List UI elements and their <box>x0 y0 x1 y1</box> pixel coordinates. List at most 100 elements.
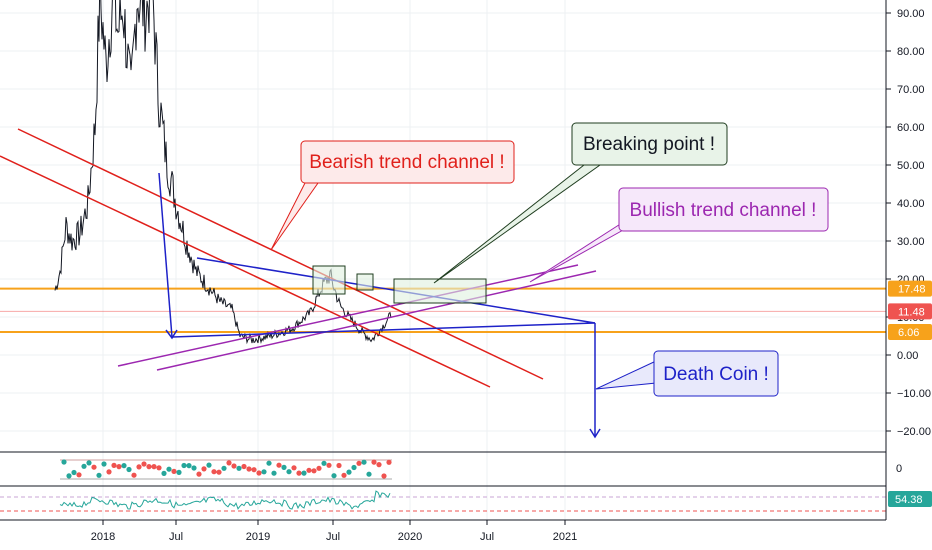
indicator-1-dots <box>61 459 392 479</box>
callout-bearish: Bearish trend channel ! <box>270 140 515 251</box>
indicator-dot-down <box>381 473 387 479</box>
price-tag <box>888 303 932 320</box>
price-tick-label: −20.00 <box>897 426 931 438</box>
callout-breaking: Breaking point ! <box>433 122 728 284</box>
callout-bullish-text: Bullish trend channel ! <box>630 200 817 221</box>
zone-box-2 <box>356 273 374 291</box>
price-tag-label: 11.48 <box>898 306 925 318</box>
indicator-dot-down <box>371 459 377 465</box>
indicator-dot-up <box>161 470 167 476</box>
indicator-dot-down <box>111 462 117 468</box>
indicator-dot-down <box>91 464 97 470</box>
callout-bullish-box <box>618 187 829 232</box>
indicator-dot-up <box>266 460 272 466</box>
indicator-dot-up <box>181 462 187 469</box>
wedge-lower <box>171 322 596 338</box>
price-tick-label: −10.00 <box>897 388 931 400</box>
indicator-dot-up <box>346 469 352 475</box>
indicator-dot-down <box>216 469 222 475</box>
time-axis: 2018 Jul 2019 Jul 2020 Jul 2021 <box>91 520 577 543</box>
indicator-dot-up <box>221 465 227 471</box>
indicator-dot-down <box>131 472 137 478</box>
indicator-2-line <box>59 490 391 510</box>
zone-box-1 <box>312 265 346 295</box>
indicator-dot-down <box>196 471 202 477</box>
price-tick-label: 50.00 <box>897 160 925 172</box>
time-tick-label: Jul <box>326 531 340 543</box>
callout-death-tail <box>595 360 657 390</box>
time-tick-label: 2018 <box>91 531 115 543</box>
indicator-dot-down <box>146 464 152 470</box>
indicator-dot-up <box>361 459 367 465</box>
indicator-dot-down <box>76 472 82 478</box>
price-tick-label: 70.00 <box>897 84 925 96</box>
callout-bearish-text: Bearish trend channel ! <box>309 152 504 173</box>
indicator-dot-up <box>301 470 307 476</box>
indicator-dot-up <box>281 464 287 470</box>
indicator-dot-up <box>86 460 92 466</box>
price-tick-label: 30.00 <box>897 236 925 248</box>
callout-bullish: Bullish trend channel ! <box>529 187 829 283</box>
indicator-dot-up <box>271 470 277 476</box>
indicator-dot-down <box>141 461 147 467</box>
breaking-zone-box <box>393 278 487 304</box>
bullish-channel-upper <box>156 270 597 371</box>
price-tick-label: 0.00 <box>897 350 918 362</box>
indicator-dot-up <box>236 465 242 471</box>
arrow-head-right <box>589 428 601 439</box>
callout-breaking-box <box>571 122 728 166</box>
indicator-2-tag <box>888 491 932 507</box>
time-tick-label: 2021 <box>553 531 577 543</box>
price-tick-label: 90.00 <box>897 8 925 20</box>
indicator-dot-down <box>341 472 347 478</box>
indicator-dot-up <box>101 461 107 467</box>
indicator-dot-up <box>191 465 197 471</box>
callout-death-text: Death Coin ! <box>663 364 769 385</box>
indicator-dot-up <box>351 464 357 471</box>
indicator-dot-up <box>96 472 102 478</box>
indicator-dot-up <box>66 473 72 479</box>
indicator-dot-down <box>276 462 282 468</box>
indicator-dot-up <box>206 462 212 468</box>
time-tick-label: Jul <box>480 531 494 543</box>
annotation-callouts: Bearish trend channel ! Breaking point !… <box>270 122 829 397</box>
indicator-dot-down <box>156 465 162 471</box>
indicator-axis-labels: 0 54.38 <box>888 463 932 507</box>
indicator-dot-up <box>366 471 372 477</box>
indicator-dot-down <box>251 467 257 473</box>
indicator-dot-up <box>286 469 292 475</box>
price-tick-label: 80.00 <box>897 46 925 58</box>
callout-bullish-tail <box>529 220 626 283</box>
indicator-dot-up <box>186 463 192 469</box>
indicator-dot-down <box>211 469 217 475</box>
indicator-dot-down <box>241 463 247 470</box>
indicator-dot-down <box>116 464 122 470</box>
indicator-dot-down <box>316 465 322 471</box>
indicator-dot-up <box>331 473 337 479</box>
indicator-dot-down <box>231 463 237 469</box>
callout-bearish-box <box>300 140 515 184</box>
indicator-dot-down <box>151 464 157 470</box>
price-tick-label: 60.00 <box>897 122 925 134</box>
indicator-dot-down <box>201 466 207 472</box>
arrow-head-left <box>165 329 178 340</box>
indicator-dot-down <box>226 460 232 466</box>
indicator-dot-up <box>121 463 127 469</box>
bearish-channel-lower <box>0 155 491 388</box>
price-tag-label: 17.48 <box>898 284 926 296</box>
indicator-dot-down <box>311 468 317 474</box>
indicator-dot-up <box>71 469 77 476</box>
indicator-dot-down <box>326 462 332 468</box>
indicator-dot-down <box>246 466 252 472</box>
indicator-dot-down <box>376 462 382 468</box>
price-tag <box>888 323 932 340</box>
indicator-dot-up <box>166 466 172 472</box>
price-tag-label: 6.06 <box>898 327 919 339</box>
time-tick-label: 2019 <box>246 531 270 543</box>
indicator-dot-down <box>136 464 142 470</box>
indicator-dot-up <box>61 459 67 465</box>
trend-drawings <box>0 128 601 439</box>
time-tick-label: 2020 <box>398 531 422 543</box>
price-tick-label: 40.00 <box>897 198 925 210</box>
